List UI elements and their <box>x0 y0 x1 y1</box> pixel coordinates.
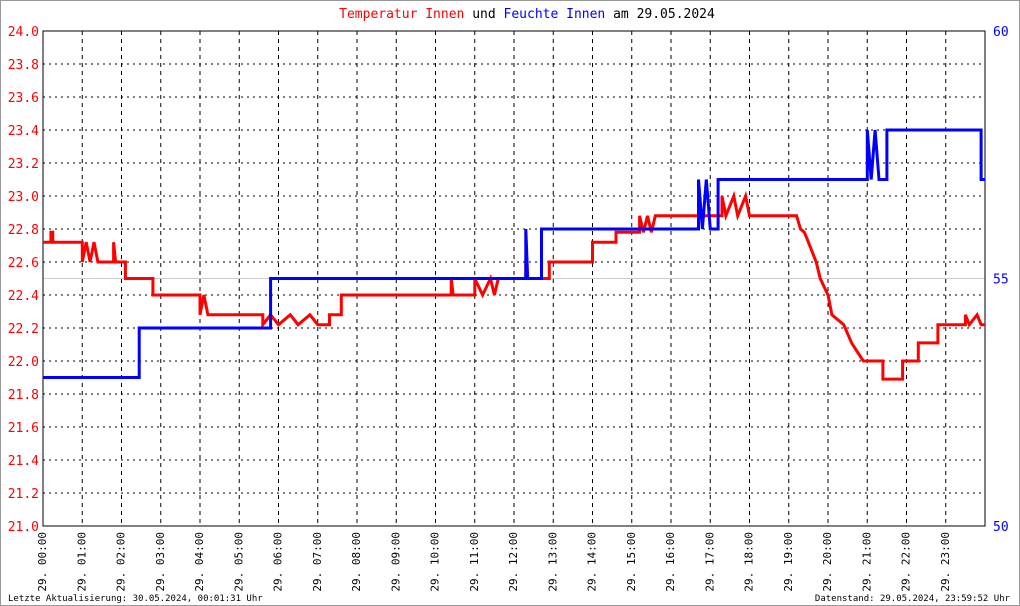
y-tick-label: 22.0 <box>8 355 39 370</box>
y-tick-label: 21.2 <box>8 487 39 502</box>
x-tick-label: 29. 05:00 <box>232 532 245 592</box>
x-tick-label: 29. 20:00 <box>821 532 834 592</box>
y2-tick-label: 60 <box>993 25 1009 40</box>
x-tick-label: 29. 10:00 <box>429 532 442 592</box>
x-tick-label: 29. 15:00 <box>625 532 638 592</box>
title-part: und <box>472 7 495 22</box>
x-tick-label: 29. 23:00 <box>939 532 952 592</box>
y-tick-label: 24.0 <box>8 25 39 40</box>
y-tick-label: 22.6 <box>8 256 39 271</box>
y-tick-label: 23.4 <box>8 124 39 139</box>
x-tick-label: 29. 11:00 <box>468 532 481 592</box>
x-tick-label: 29. 03:00 <box>154 532 167 592</box>
x-tick-label: 29. 22:00 <box>900 532 913 592</box>
y-tick-label: 23.0 <box>8 190 39 205</box>
y2-tick-label: 55 <box>993 273 1009 288</box>
y-tick-label: 21.8 <box>8 388 39 403</box>
title-part: Temperatur Innen <box>339 7 464 22</box>
x-tick-label: 29. 01:00 <box>75 532 88 592</box>
x-tick-label: 29. 07:00 <box>311 532 324 592</box>
plot-border <box>42 30 986 527</box>
title-part: Feuchte Innen <box>504 7 606 22</box>
y2-tick-label: 50 <box>993 520 1009 535</box>
series-line <box>43 128 985 379</box>
y-tick-label: 22.4 <box>8 289 39 304</box>
x-tick-label: 29. 00:00 <box>36 532 49 592</box>
title-part: am 29.05.2024 <box>613 7 715 22</box>
x-tick-label: 29. 16:00 <box>664 532 677 592</box>
y-tick-label: 22.2 <box>8 322 39 337</box>
x-tick-label: 29. 19:00 <box>782 532 795 592</box>
x-tick-label: 29. 18:00 <box>743 532 756 592</box>
x-tick-label: 29. 14:00 <box>586 532 599 592</box>
x-tick-label: 29. 12:00 <box>507 532 520 592</box>
x-tick-label: 29. 04:00 <box>193 532 206 592</box>
y-tick-label: 21.0 <box>8 520 39 535</box>
y-tick-label: 23.8 <box>8 58 39 73</box>
x-tick-label: 29. 17:00 <box>703 532 716 592</box>
y-tick-label: 23.2 <box>8 157 39 172</box>
footer-left: Letzte Aktualisierung: 30.05.2024, 00:01… <box>8 594 263 604</box>
x-tick-label: 29. 09:00 <box>389 532 402 592</box>
x-tick-label: 29. 13:00 <box>546 532 559 592</box>
x-tick-label: 29. 21:00 <box>860 532 873 592</box>
y-tick-label: 21.6 <box>8 421 39 436</box>
y-tick-label: 23.6 <box>8 91 39 106</box>
footer-right: Datenstand: 29.05.2024, 23:59:52 Uhr <box>815 594 1011 604</box>
x-tick-label: 29. 02:00 <box>115 532 128 592</box>
y-tick-label: 21.4 <box>8 454 39 469</box>
x-tick-label: 29. 06:00 <box>272 532 285 592</box>
y-tick-label: 22.8 <box>8 223 39 238</box>
chart-title: Temperatur Innen und Feuchte Innen am 29… <box>339 7 715 22</box>
x-tick-label: 29. 08:00 <box>350 532 363 592</box>
